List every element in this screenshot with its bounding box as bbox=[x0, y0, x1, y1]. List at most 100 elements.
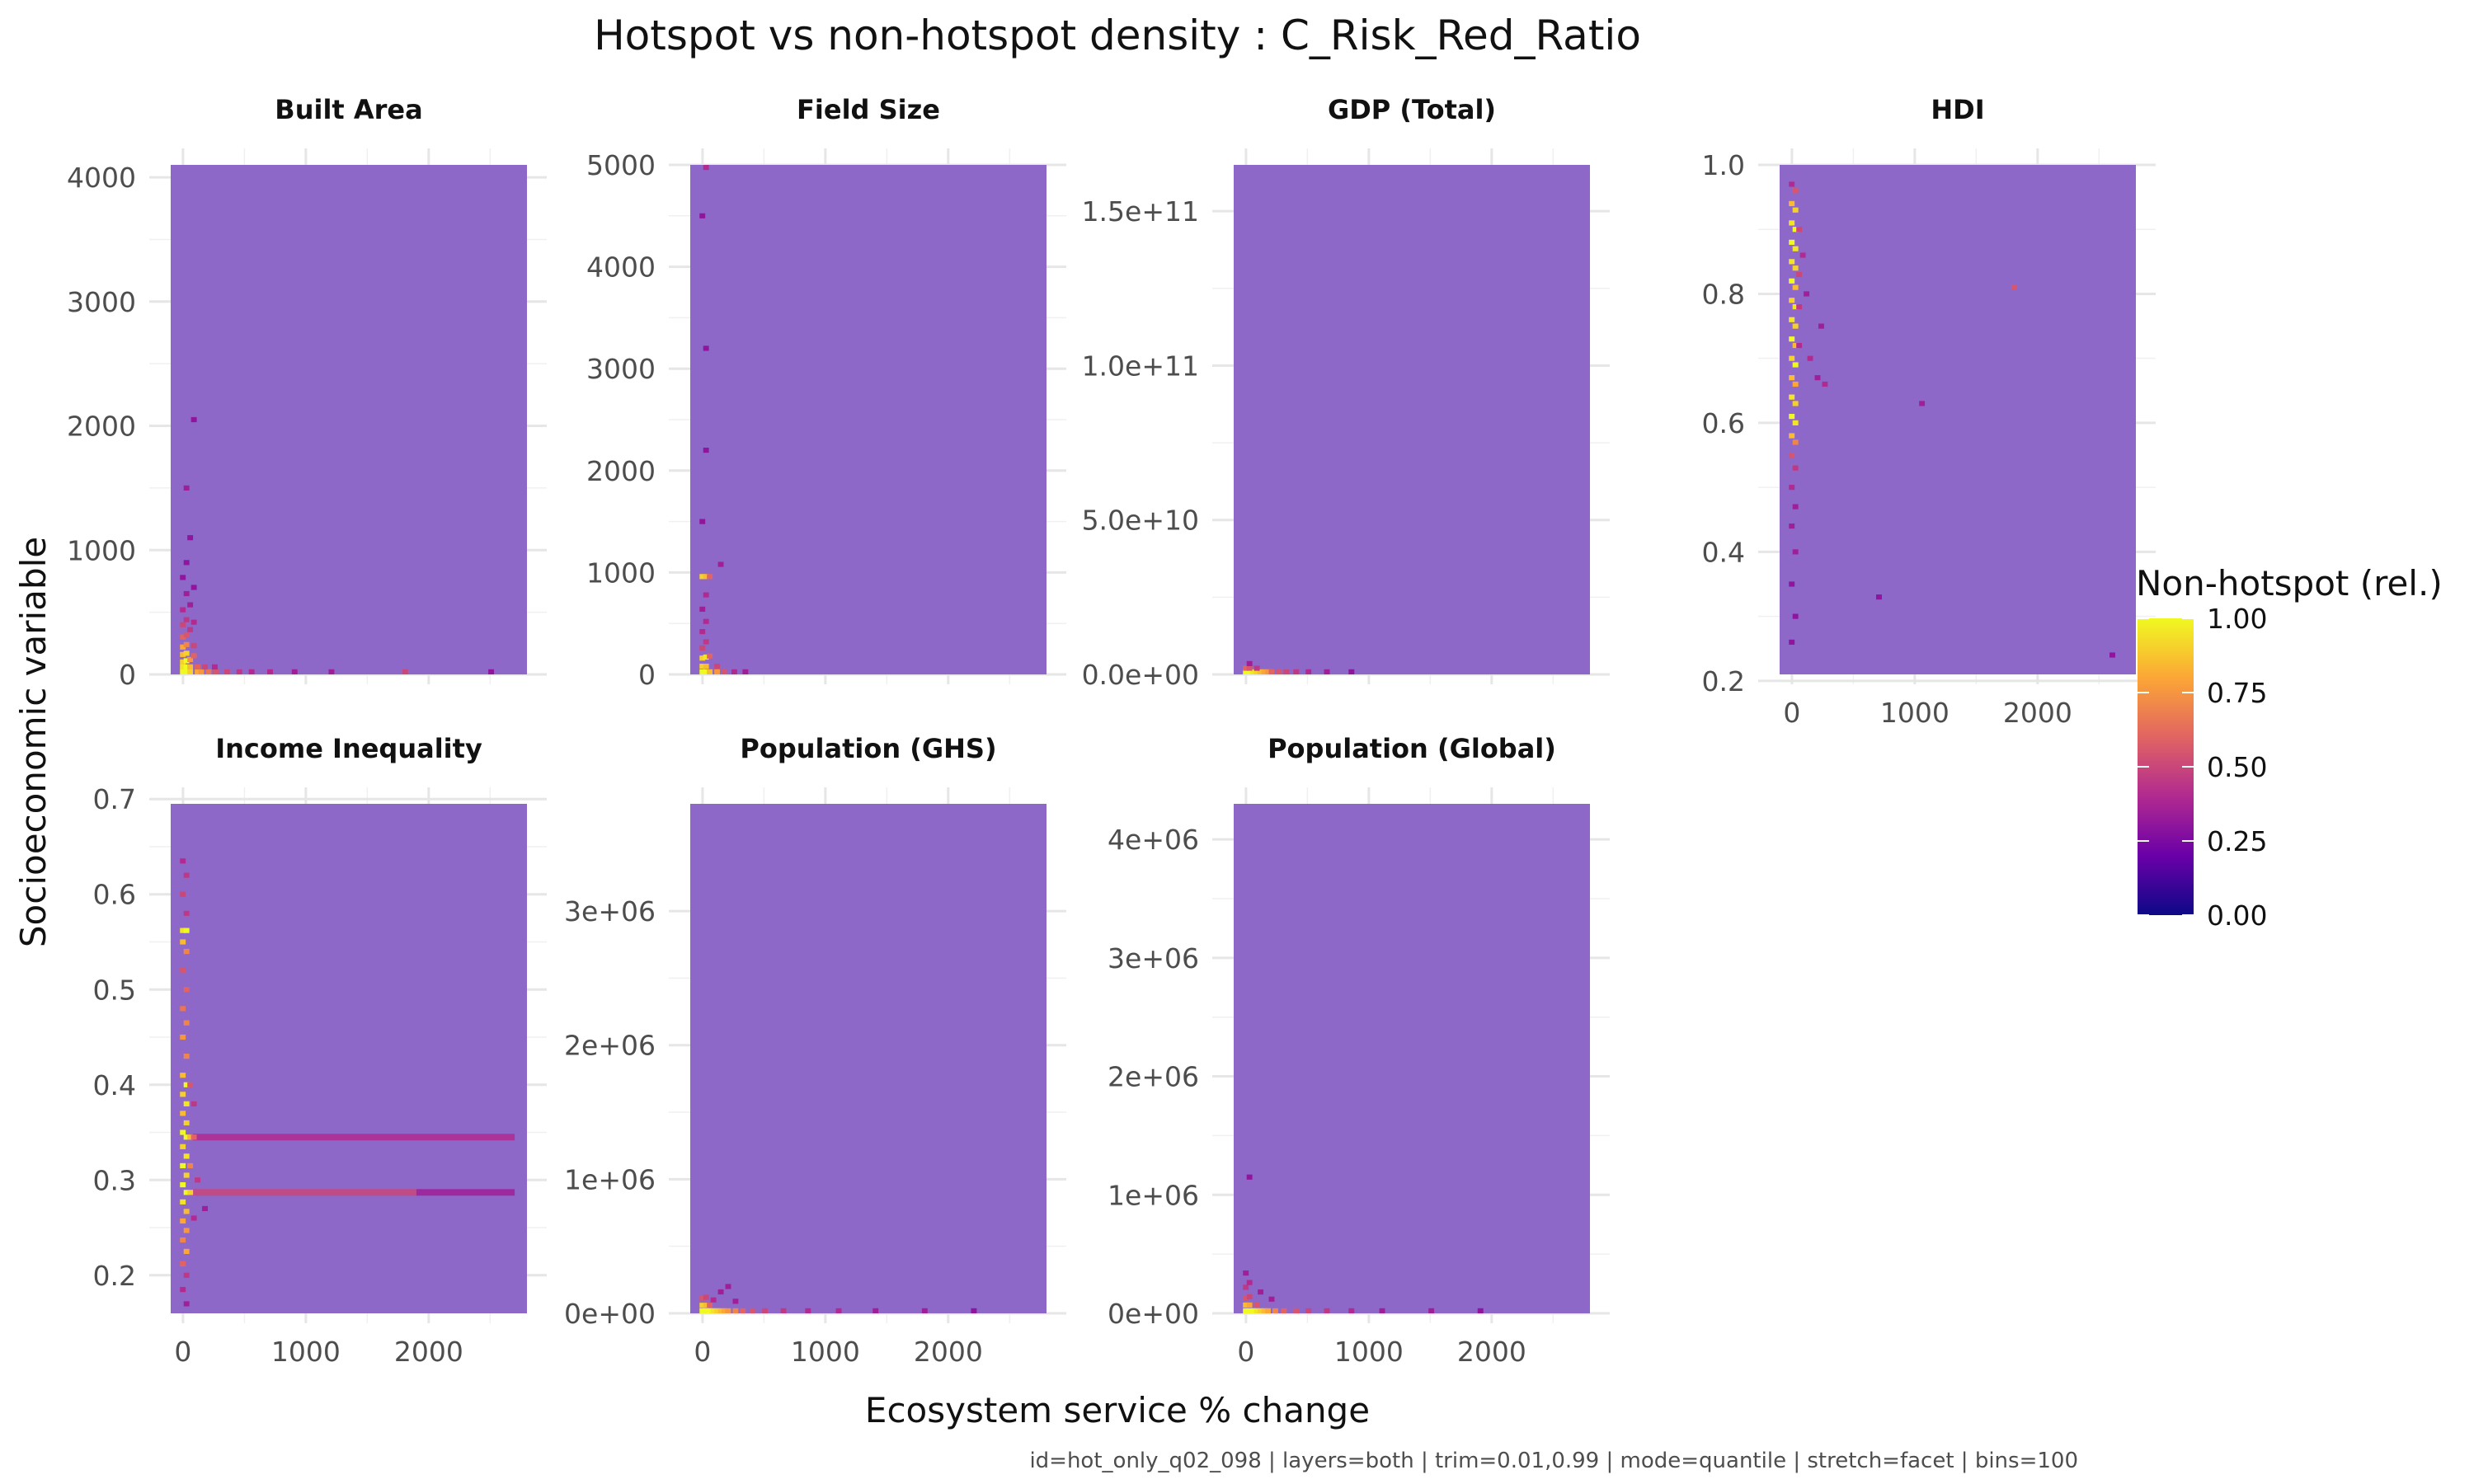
density-cell bbox=[699, 669, 706, 674]
density-cell bbox=[180, 968, 186, 974]
legend-title: Non-hotspot (rel.) bbox=[2136, 563, 2443, 603]
density-cell bbox=[1796, 304, 1803, 310]
y-tick-label: 0e+00 bbox=[1108, 1298, 1199, 1330]
density-cell bbox=[180, 669, 186, 674]
facet-title: Population (GHS) bbox=[740, 733, 996, 764]
density-cell bbox=[190, 1215, 197, 1221]
y-tick-label: 3000 bbox=[586, 353, 656, 385]
density-cell bbox=[1246, 1308, 1253, 1313]
density-cell bbox=[187, 656, 194, 663]
density-cell bbox=[1818, 323, 1824, 329]
density-cell bbox=[183, 1172, 190, 1178]
density-cell bbox=[183, 1153, 190, 1159]
legend-ticks: 0.00 0.25 0.50 0.75 1.00 bbox=[2138, 603, 2267, 932]
density-cell bbox=[1246, 665, 1253, 671]
density-cell bbox=[703, 639, 709, 645]
density-cell bbox=[213, 669, 219, 674]
density-cell bbox=[731, 669, 737, 674]
density-cell bbox=[202, 1205, 208, 1212]
density-cell bbox=[190, 619, 197, 625]
density-cell bbox=[183, 910, 190, 916]
density-cell bbox=[1814, 375, 1821, 381]
density-cell bbox=[1243, 665, 1249, 671]
density-cell bbox=[805, 1308, 811, 1313]
density-cell bbox=[750, 1308, 756, 1313]
density-cell bbox=[1324, 669, 1330, 674]
x-tick-label: 2000 bbox=[2003, 697, 2072, 729]
density-cell bbox=[180, 664, 186, 670]
density-cell bbox=[180, 659, 186, 665]
facet-title: GDP (Total) bbox=[1328, 94, 1496, 125]
density-cell bbox=[707, 1308, 713, 1313]
density-cell bbox=[180, 607, 186, 613]
density-cell bbox=[1789, 433, 1795, 439]
density-cell bbox=[699, 1308, 706, 1313]
facet-population-ghs: Population (GHS) 0e+00 1e+06 2e+06 3e+06 0 100… bbox=[564, 733, 1066, 1368]
density-cell bbox=[707, 574, 713, 580]
y-tick-label: 0.0e+00 bbox=[1082, 659, 1199, 691]
density-cell bbox=[183, 1228, 190, 1233]
density-cell bbox=[180, 1199, 186, 1205]
y-tick-label: 0 bbox=[119, 659, 136, 691]
density-cell bbox=[1792, 504, 1799, 510]
density-cell bbox=[195, 1177, 201, 1183]
density-cell bbox=[198, 669, 205, 674]
y-tick-label: 0.2 bbox=[93, 1260, 136, 1292]
density-cell bbox=[187, 664, 194, 670]
density-cell bbox=[1789, 639, 1795, 645]
density-cell bbox=[190, 653, 197, 659]
facet-income-inequality: Income Inequality 0.2 0.3 0.4 0.5 0.6 0.7 0 1000… bbox=[93, 733, 547, 1368]
density-cell bbox=[703, 664, 709, 669]
legend: Non-hotspot (rel.) 0.00 0.25 0.50 0.75 1.00 bbox=[2136, 563, 2443, 932]
density-cell bbox=[780, 1308, 787, 1313]
density-cell bbox=[183, 658, 190, 664]
density-cell bbox=[703, 654, 709, 660]
density-cell bbox=[1792, 342, 1799, 349]
density-cell bbox=[211, 664, 218, 670]
legend-tick-label: 0.75 bbox=[2207, 677, 2267, 709]
density-cell bbox=[183, 948, 190, 955]
density-cell bbox=[714, 664, 721, 669]
density-cell bbox=[1250, 1308, 1257, 1313]
y-tick-label: 5000 bbox=[586, 149, 656, 181]
density-cell bbox=[180, 858, 186, 864]
density-cell bbox=[180, 1261, 186, 1267]
density-cell bbox=[1799, 252, 1806, 258]
density-cell bbox=[183, 669, 190, 674]
density-cell bbox=[1246, 669, 1253, 674]
density-cell bbox=[717, 561, 724, 567]
density-cell bbox=[180, 1006, 186, 1012]
density-cell bbox=[1792, 323, 1799, 329]
density-cell bbox=[180, 1287, 186, 1293]
y-tick-label: 0.8 bbox=[1702, 278, 1745, 310]
density-cell bbox=[1789, 181, 1795, 187]
y-tick-label: 4000 bbox=[67, 162, 136, 194]
density-cell bbox=[1283, 669, 1290, 674]
y-tick-label: 1.0e+11 bbox=[1082, 350, 1199, 382]
facet-title: Field Size bbox=[797, 94, 940, 125]
density-cell bbox=[180, 1181, 186, 1188]
density-cell bbox=[1789, 317, 1795, 322]
density-cell bbox=[190, 416, 197, 423]
y-tick-label: 1e+06 bbox=[1108, 1179, 1199, 1211]
x-tick-label: 2000 bbox=[394, 1336, 463, 1368]
y-tick-label: 2000 bbox=[67, 411, 136, 443]
density-cell bbox=[699, 1296, 706, 1302]
density-cell bbox=[187, 669, 194, 674]
density-cell bbox=[1789, 278, 1795, 284]
density-cell bbox=[180, 891, 186, 897]
legend-tick-label: 0.25 bbox=[2207, 825, 2267, 857]
density-cell bbox=[699, 574, 706, 580]
density-cell bbox=[1243, 1308, 1249, 1313]
density-cell bbox=[1807, 355, 1813, 361]
density-cell bbox=[1261, 1308, 1268, 1313]
y-tick-label: 4000 bbox=[586, 251, 656, 284]
density-cell bbox=[248, 669, 255, 674]
density-cell bbox=[703, 618, 709, 624]
density-cell bbox=[1789, 394, 1795, 400]
density-background bbox=[690, 804, 1047, 1313]
density-cell bbox=[717, 1308, 724, 1313]
density-cell bbox=[190, 1134, 197, 1140]
density-cell bbox=[1789, 485, 1795, 491]
density-cell bbox=[1789, 239, 1795, 245]
